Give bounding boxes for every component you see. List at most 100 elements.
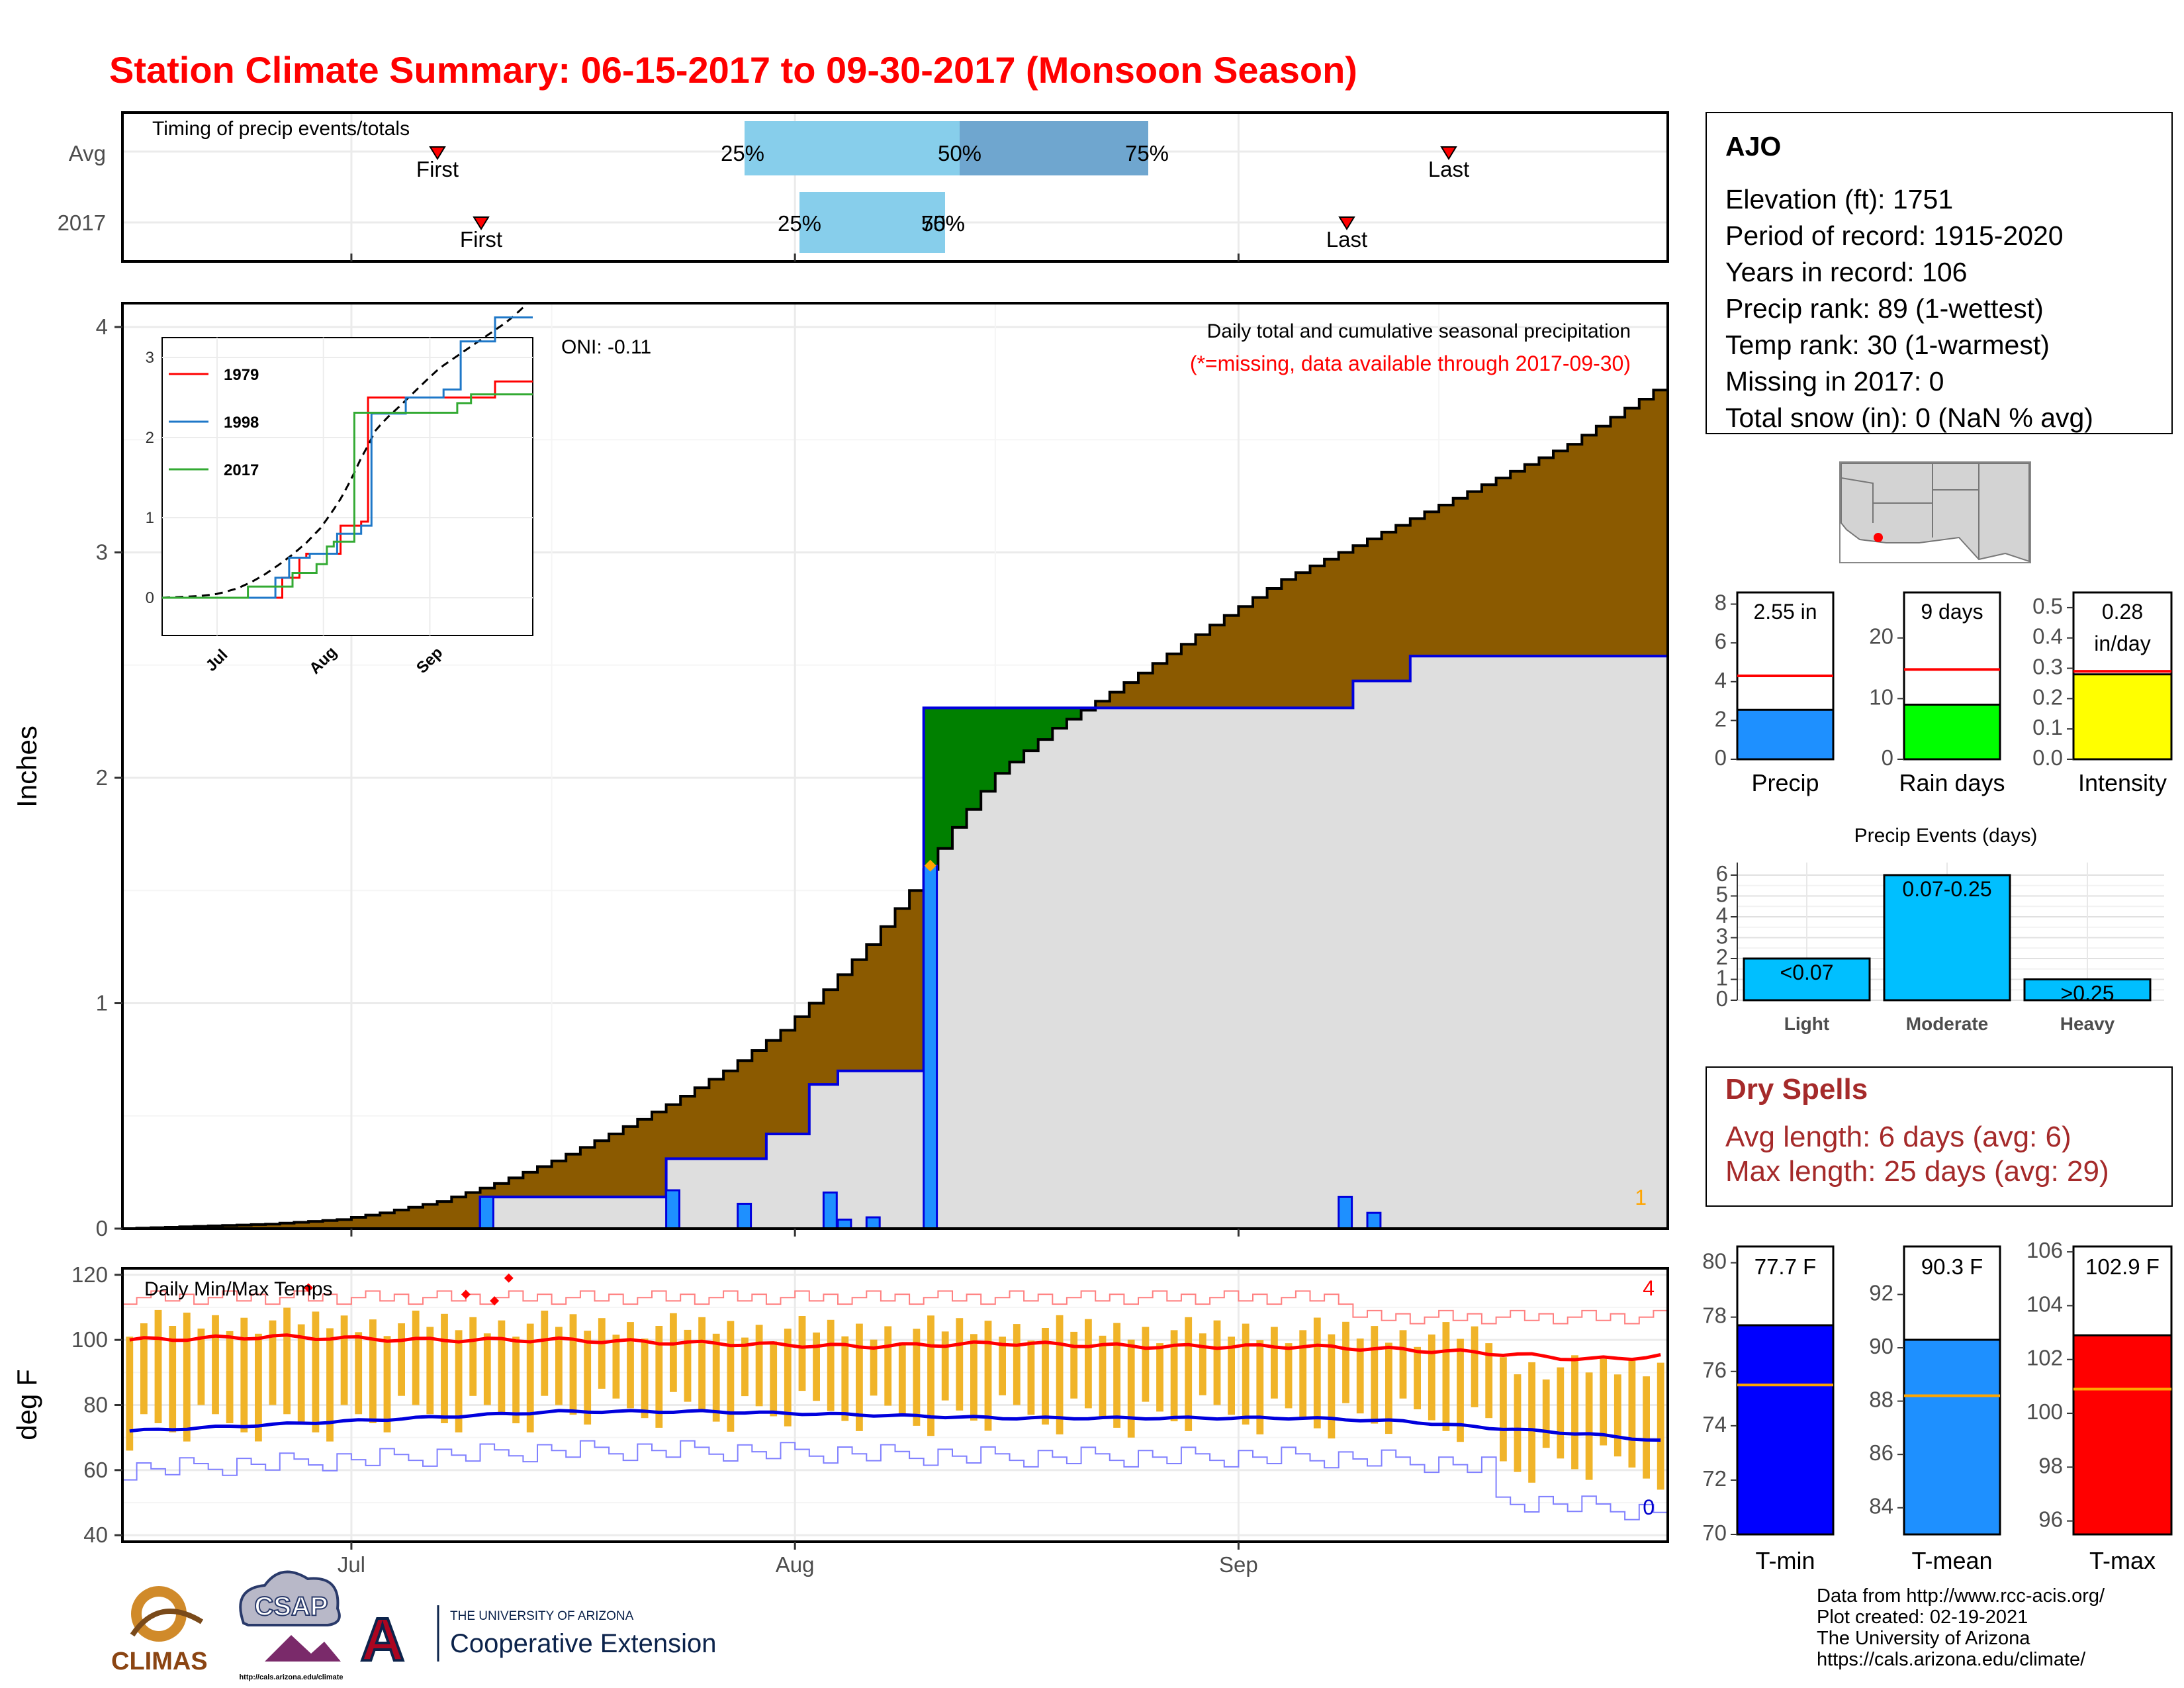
daily-temp-bar xyxy=(369,1319,377,1423)
daily-temp-bar xyxy=(741,1337,749,1397)
temp-summary-tick-label: 102 xyxy=(2026,1346,2063,1370)
summary-bar-tick-label: 0.5 xyxy=(2032,594,2063,618)
record-high-marker xyxy=(304,1283,314,1293)
station-years: Years in record: 106 xyxy=(1725,257,1967,287)
daily-temp-bar xyxy=(770,1341,778,1417)
daily-temp-bar xyxy=(126,1336,134,1451)
daily-temp-bar xyxy=(483,1333,491,1405)
station-missing: Missing in 2017: 0 xyxy=(1725,366,1944,397)
avg-cumulative-line xyxy=(122,389,1668,1230)
climas-emblem-swoosh xyxy=(130,1609,204,1637)
daily-temp-bar xyxy=(1313,1317,1321,1429)
daily-temp-bar xyxy=(1457,1338,1464,1442)
timing-avg-first-label: First xyxy=(416,157,459,181)
daily-temp-bar xyxy=(784,1329,792,1427)
daily-temp-bar xyxy=(154,1309,162,1423)
timing-2017-first-label: First xyxy=(460,227,502,252)
daily-temp-bar xyxy=(1228,1336,1235,1415)
inset-legend-2017: 2017 xyxy=(224,461,259,479)
daily-temp-bar xyxy=(412,1310,420,1405)
daily-temp-bar xyxy=(1142,1327,1150,1402)
csap-url: http://cals.arizona.edu/climate xyxy=(239,1673,343,1681)
daily-temp-bar xyxy=(655,1326,663,1428)
daily-temp-bar xyxy=(541,1310,549,1396)
daily-temp-bar xyxy=(297,1324,305,1424)
daily-temp-bar xyxy=(569,1314,577,1415)
daily-temp-bar xyxy=(598,1318,606,1389)
daily-temp-bar xyxy=(1399,1330,1407,1399)
daily-temp-bar xyxy=(698,1317,705,1412)
temp-summary-bar xyxy=(1903,1338,2001,1536)
precip-panel: 0 1 2 3 4 Inches Daily total and cumulative … xyxy=(11,302,1669,1241)
record-min-count: 0 xyxy=(1643,1495,1655,1519)
precip-event-category-label: Light xyxy=(1784,1013,1829,1034)
daily-temp-bar xyxy=(1156,1343,1163,1412)
daily-temp-bar xyxy=(1127,1339,1135,1438)
temp-summary-value-label: 102.9 F xyxy=(2085,1254,2160,1279)
temp-y-ticks: 40 60 80 100 120 xyxy=(71,1262,122,1547)
daily-temp-bar xyxy=(498,1320,506,1415)
cumulative-2017-fill xyxy=(122,656,1668,1229)
temp-y-tick-label: 80 xyxy=(83,1393,108,1417)
csap-mountain xyxy=(265,1635,341,1662)
events-y-tick-label: 3 xyxy=(1716,924,1728,949)
daily-temp-bar xyxy=(1099,1335,1107,1419)
summary-bar-value xyxy=(2072,673,2173,761)
summary-bar-tick-label: 20 xyxy=(1869,624,1893,649)
season-summary-bars: 0 2 4 6 8 2.55 in Precip 0 10 20 9 days Rain days 0.… xyxy=(1715,590,2173,796)
daily-temp-bar xyxy=(526,1323,534,1432)
daily-temp-bar xyxy=(283,1307,291,1415)
station-precip-rank: Precip rank: 89 (1-wettest) xyxy=(1725,293,2044,324)
temp-summary-tick-label: 78 xyxy=(1702,1303,1727,1328)
summary-bar-category-label: Precip xyxy=(1751,769,1819,796)
daily-temp-bar xyxy=(441,1313,448,1423)
precip-event-category-label: Heavy xyxy=(2060,1013,2115,1034)
temp-summary-bar xyxy=(2072,1334,2173,1536)
daily-temp-bar xyxy=(555,1327,563,1405)
precip-panel-header: Daily total and cumulative seasonal prec… xyxy=(1207,320,1631,342)
station-info-box: AJO Elevation (ft): 1751 Period of recor… xyxy=(1706,112,2173,434)
precip-y-tick-label: 3 xyxy=(96,540,108,565)
summary-bar-value xyxy=(1903,704,2001,761)
daily-temp-bar xyxy=(1170,1330,1178,1422)
inset-legend-1998: 1998 xyxy=(224,414,259,432)
events-y-tick-label: 1 xyxy=(1716,966,1728,990)
daily-temp-bar xyxy=(1514,1374,1522,1472)
temp-summary-tick-label: 106 xyxy=(2026,1238,2063,1262)
inset-legend-1979: 1979 xyxy=(224,366,259,384)
daily-temp-bar xyxy=(684,1329,692,1402)
csap-wordmark: CSAP xyxy=(254,1592,328,1621)
summary-bar-tick-label: 0.4 xyxy=(2032,624,2063,649)
temp-summary-tick-label: 90 xyxy=(1869,1334,1893,1358)
timing-panel: Timing of precip events/totals Avg 2017 … xyxy=(58,111,1669,263)
daily-temp-bar xyxy=(1070,1331,1078,1399)
daily-temp-bar xyxy=(1500,1357,1507,1462)
daily-temp-bar xyxy=(355,1332,363,1415)
footer-credits: Data from http://www.rcc-acis.org/ Plot … xyxy=(1817,1585,2105,1670)
daily-temp-bar xyxy=(255,1333,262,1442)
daily-temp-bar xyxy=(1271,1327,1278,1399)
timing-title: Timing of precip events/totals xyxy=(152,118,410,140)
daily-temp-bar xyxy=(1299,1330,1307,1419)
daily-temp-bar xyxy=(1428,1335,1435,1421)
footer-url: https://cals.arizona.edu/climate/ xyxy=(1817,1649,2086,1670)
timing-panel-border xyxy=(121,111,1669,263)
footer-institution: The University of Arizona xyxy=(1817,1628,2030,1649)
daily-precip-bar xyxy=(1366,1211,1382,1230)
daily-temp-range-bars xyxy=(126,1307,1664,1490)
daily-temp-bar xyxy=(1600,1358,1608,1446)
daily-temp-bar xyxy=(1013,1324,1021,1405)
daily-temp-bar xyxy=(1643,1376,1650,1479)
dry-spells-frame xyxy=(1706,1066,2173,1207)
daily-temp-bar xyxy=(898,1342,906,1416)
events-y-tick-label: 6 xyxy=(1716,861,1728,886)
inset-y-tick-label: 2 xyxy=(146,429,154,447)
daily-temp-bar xyxy=(426,1327,434,1415)
daily-temp-bar xyxy=(197,1329,205,1405)
summary-bar-tick-label: 2 xyxy=(1715,706,1727,731)
temp-summary-tick-label: 74 xyxy=(1702,1412,1727,1436)
footer-data-source: Data from http://www.rcc-acis.org/ xyxy=(1817,1585,2105,1607)
precip-event-category-label: Moderate xyxy=(1906,1013,1988,1034)
inset-line-1979 xyxy=(162,380,533,599)
temperature-summary-bars: 70 72 74 76 78 80 77.7 F T-min 84 86 88 90 92 90.3 F T… xyxy=(1702,1238,2173,1574)
